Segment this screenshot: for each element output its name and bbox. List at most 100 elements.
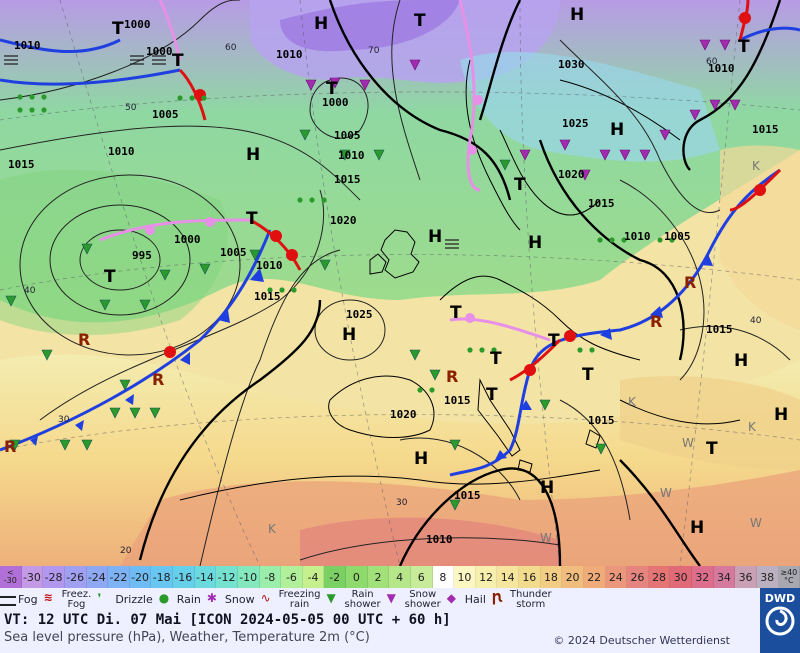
legend-item: Ꞃ Thunder storm [492, 590, 552, 610]
freezing-rain-icon: ∿ [260, 591, 271, 605]
scale-cell: 0 [346, 566, 368, 588]
front-symbols [30, 12, 766, 460]
scale-cell: 6 [410, 566, 433, 588]
scale-cell-min: < -30 [0, 566, 22, 588]
legend-label: Hail [464, 593, 486, 606]
scale-cell: -14 [194, 566, 217, 588]
occluded-front [449, 317, 551, 342]
weather-legend: Fog ≋ Freez. Fog ❜ Drizzle ● Rain ✱ Snow ∿ Fr… [0, 588, 760, 612]
pressure-label: 1005 [152, 108, 179, 121]
low-center: T [486, 385, 498, 405]
lat-label: 60 [225, 43, 237, 53]
legend-item: ▼ Snow shower [387, 590, 441, 610]
legend-item: ● Rain [158, 591, 201, 607]
scale-cell: -28 [43, 566, 65, 588]
occluded-front [158, 0, 182, 61]
legend-item: ▼ Rain shower [327, 590, 381, 610]
pressure-label: 1015 [588, 197, 615, 210]
lat-label: 70 [368, 46, 380, 56]
legend-item: ∿ Freezing rain [261, 590, 321, 610]
legend-label: Snow [224, 593, 255, 606]
rain-shower-icon: ▼ [326, 591, 336, 605]
legend-label: Thunder storm [509, 589, 552, 610]
dwd-logo: DWD [760, 588, 800, 653]
low-center: T [326, 79, 338, 99]
scale-cell: -24 [86, 566, 109, 588]
legend-item: ❜ Drizzle [97, 591, 153, 607]
low-center: T [490, 349, 502, 369]
w-mark: W [750, 516, 762, 530]
scale-cell: 36 [735, 566, 757, 588]
map-description: Sea level pressure (hPa), Weather, Tempe… [4, 630, 370, 645]
scale-cell: 14 [497, 566, 519, 588]
legend-label: Snow shower [404, 589, 441, 610]
drizzle-icon: ❜ [97, 591, 102, 605]
scale-cell: 22 [583, 566, 606, 588]
legend-label: Drizzle [115, 593, 153, 606]
scale-cell: 10 [454, 566, 476, 588]
lat-label: 60 [706, 57, 718, 67]
legend-label: Rain shower [344, 589, 381, 610]
fog-symbols [4, 55, 459, 249]
pressure-label: 1015 [588, 414, 615, 427]
scale-cell: 4 [389, 566, 411, 588]
temp-field-ne-warm [720, 145, 800, 330]
temp-field-atlantic-green [0, 169, 228, 335]
cold-front [0, 68, 181, 86]
k-mark: K [752, 159, 761, 173]
pressure-label: 1000 [322, 96, 349, 109]
scale-min-bottom: -30 [3, 576, 17, 585]
lat-label: 50 [125, 103, 137, 113]
scale-cell: -20 [129, 566, 152, 588]
pressure-label: 1000 [124, 18, 151, 31]
lat-label: 30 [396, 498, 408, 508]
low-center: T [706, 439, 718, 459]
pressure-label: 1005 [664, 230, 691, 243]
scale-cell: 20 [562, 566, 584, 588]
scale-cell: 18 [540, 566, 563, 588]
isobars-thick [138, 0, 782, 566]
legend-label: Freez. Fog [61, 589, 92, 610]
scale-cell: 32 [692, 566, 714, 588]
pressure-label: 1010 [276, 48, 303, 61]
k-mark: K [628, 395, 637, 409]
pressure-label: 1015 [706, 323, 733, 336]
wind-letters: K K K K W W W W [268, 159, 762, 545]
pressure-label: 1000 [174, 233, 201, 246]
pressure-label: 1015 [444, 394, 471, 407]
legend-item: ◆ Hail [446, 591, 486, 607]
high-center: H [428, 227, 442, 247]
rain-icon: ● [158, 591, 170, 605]
scale-cell: -2 [324, 566, 346, 588]
pressure-label: 1020 [558, 168, 585, 181]
thunderstorm-symbols: R R R R R R [4, 273, 696, 456]
low-center: T [738, 37, 750, 57]
cold-front [0, 229, 272, 452]
pressure-label: 1025 [346, 308, 373, 321]
scale-cell: -30 [21, 566, 44, 588]
scale-cell: -6 [281, 566, 303, 588]
coastlines [179, 59, 741, 501]
low-center: T [246, 209, 258, 229]
pressure-label: 1010 [708, 62, 735, 75]
scale-cell: -26 [64, 566, 87, 588]
temperature-scale: < -30 -30 -28 -26 -24 -22 -20 -18 -16 -14 -12 -10 -8… [0, 566, 800, 588]
snow-shower-icon: ▼ [386, 591, 396, 605]
low-center: T [104, 267, 116, 287]
pressure-label: 1005 [334, 129, 361, 142]
w-mark: W [682, 436, 694, 450]
scale-cell: 30 [670, 566, 692, 588]
legend-label: Freezing rain [278, 589, 321, 610]
scale-cell-max: ≥40 °C [778, 566, 800, 588]
low-center: T [414, 11, 426, 31]
high-center: H [570, 5, 584, 25]
high-center: H [246, 145, 260, 165]
weather-map: 60 70 50 40 30 30 20 40 60 1000 1000 100… [0, 0, 800, 566]
lat-label: 20 [120, 546, 132, 556]
w-mark: W [540, 531, 552, 545]
pressure-label: 1010 [14, 39, 41, 52]
high-center: H [610, 120, 624, 140]
scale-cell: 34 [713, 566, 736, 588]
scale-cell: -16 [173, 566, 195, 588]
hail-icon: ◆ [446, 591, 456, 605]
